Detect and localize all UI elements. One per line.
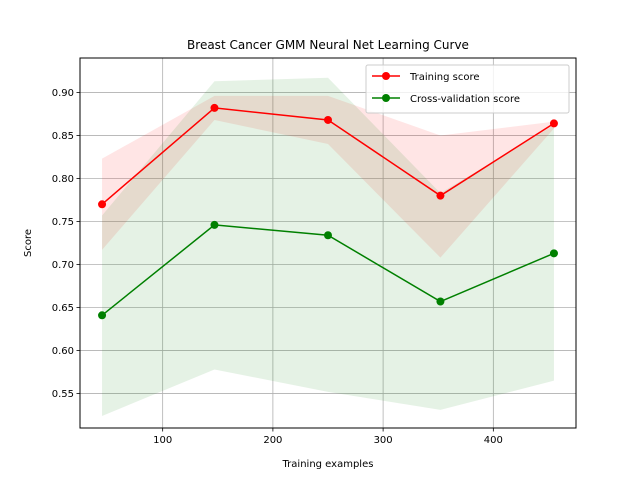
training-score-point (210, 103, 219, 112)
legend: Training score Cross-validation score (365, 64, 570, 114)
y-tick-label: 0.70 (52, 260, 74, 271)
x-tick-label: 400 (484, 435, 503, 446)
x-tick-label: 200 (263, 435, 282, 446)
y-axis-label: Score (23, 229, 34, 257)
y-tick-label: 0.80 (52, 174, 74, 185)
x-tick-label: 100 (153, 435, 172, 446)
y-tick-label: 0.85 (52, 131, 74, 142)
cross-validation-score-point (324, 231, 332, 240)
y-tick-label: 0.90 (52, 88, 74, 99)
training-score-point (436, 191, 445, 200)
legend-label-training: Training score (409, 72, 480, 83)
confidence-bands (102, 77, 554, 416)
legend-marker-training (382, 72, 390, 80)
y-tick-label: 0.55 (52, 389, 74, 400)
y-tick-label: 0.60 (52, 346, 74, 357)
y-tick-label: 0.75 (52, 217, 74, 228)
cross-validation-score-point (436, 297, 445, 306)
grid (80, 58, 576, 428)
cross-validation-score-point (98, 311, 107, 320)
x-axis-label: Training examples (282, 459, 374, 470)
cross-validation-score-point (549, 249, 558, 258)
chart-title: Breast Cancer GMM Neural Net Learning Cu… (187, 38, 469, 52)
training-score-point (549, 119, 558, 128)
legend-label-cross-validation: Cross-validation score (410, 94, 520, 105)
legend-marker-cross-validation (382, 94, 390, 102)
cross-validation-score-point (210, 220, 219, 229)
y-tick-label: 0.65 (52, 303, 74, 314)
series-markers (98, 103, 558, 320)
cross-validation-score-band (102, 77, 554, 416)
axis-ticks: 100 200 300 400 0.55 0.60 0.65 0.70 0.75 0.80 0.85… (52, 88, 503, 446)
training-score-point (324, 115, 332, 124)
plot-frame (79, 57, 577, 429)
training-score-point (98, 200, 107, 209)
training-score-band (102, 95, 554, 258)
x-tick-label: 300 (374, 435, 393, 446)
legend-box (365, 64, 570, 114)
